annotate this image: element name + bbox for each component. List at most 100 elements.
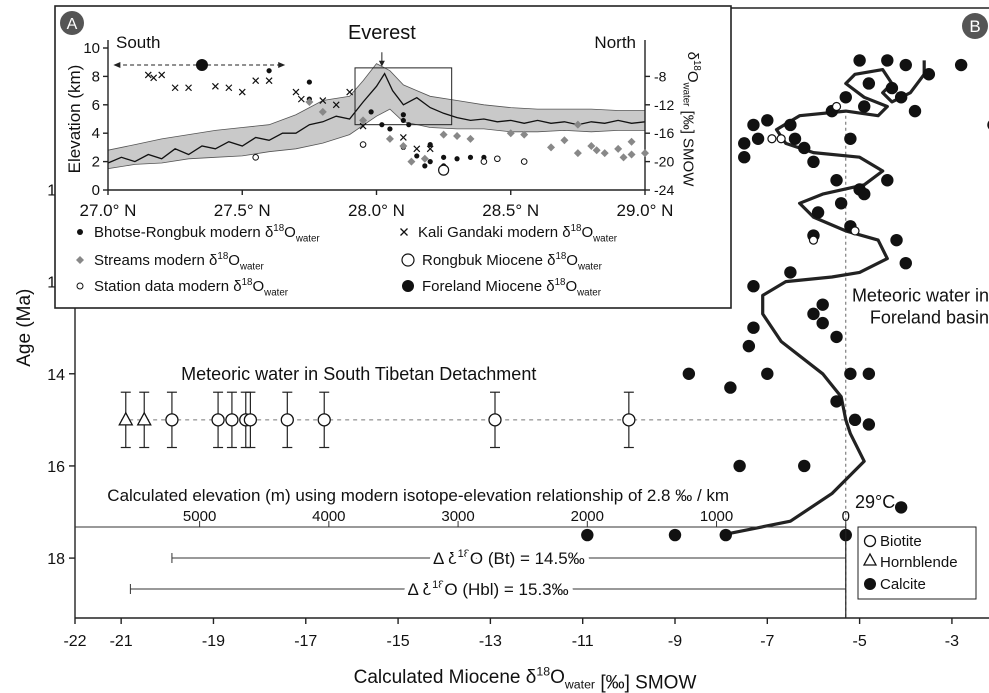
calcite-point [899,256,912,270]
calcite-point [839,91,852,104]
calcite-point [668,528,682,542]
calcite-point [922,68,936,81]
legend-box [857,526,977,600]
stream-point [573,149,582,158]
inset-x-tick-label: 27.5° N [214,201,271,220]
kali-gandaki-point [171,84,179,92]
stream-point [305,97,314,106]
station-point [359,141,367,148]
everest-box [354,67,453,126]
legend-biotite-label: Biotite [880,533,922,550]
calcite-point [881,54,894,67]
calcite-open-point [850,226,860,236]
x-tick-label: -13 [479,633,502,650]
calcite-point [894,91,908,104]
bhotse-point [427,141,433,148]
everest-arrowhead [378,60,385,67]
x-tick-label: -21 [110,633,133,650]
kali-gandaki-point [150,74,158,82]
calcite-point [581,528,594,542]
biotite-point [317,413,331,427]
calcite-point [890,233,903,247]
stream-point [407,157,416,166]
bhotse-point [427,159,433,165]
hornblende-point [136,411,152,426]
calcite-point [784,266,797,279]
x-tick-label: -9 [668,633,682,650]
calcite-point [798,459,811,473]
x-tick-label: -15 [387,633,410,650]
calcite-point [751,132,765,145]
calcite-point [724,381,737,394]
inset-y-axis-label: Elevation (km) [65,65,84,174]
calcite-point [747,118,760,132]
stream-point [547,143,556,152]
stream-point [466,134,475,143]
station-point [480,158,488,165]
calcite-open-point [831,101,842,112]
inset-x-tick-label: 28.0° N [348,201,405,220]
bhotse-point [400,117,406,124]
calcite-fit-curve [720,60,926,537]
inset-legend-label-3: Kali Gandaki modern δ18Owater [418,223,618,245]
station-point [520,158,528,165]
stream-point [641,149,649,158]
annotation-foreland-1: Meteoric water in [852,285,989,305]
bhotse-point [368,109,374,115]
kali-gandaki-point [238,88,246,96]
biotite-point [622,413,636,427]
x-tick-label: -17 [294,633,317,650]
everest-label: Everest [348,22,416,44]
bhotse-point [406,122,412,128]
calcite-point [682,367,696,380]
panel-b-label: B [969,17,980,36]
annotation-std: Meteoric water in South Tibetan Detachme… [181,364,536,384]
mean-elevation-line [107,72,646,164]
x-tick-label: -5 [852,633,866,650]
calcite-point [742,339,756,353]
bhotse-point [467,154,474,160]
calcite-point [848,413,862,427]
legend-biotite-symbol [863,534,877,548]
legend-calcite-label: Calcite [880,576,926,593]
inset-y-tick-label: 4 [92,125,100,142]
stream-point [600,149,609,158]
stream-point [439,130,448,139]
calcite-point [761,367,774,380]
elevation-tick-label: 1000 [700,508,733,525]
inset-chart-panel-a: Everest 0 2 4 6 8 10 -8 -12 -16 -20 -24 27.0° N 27.5°… [54,5,732,309]
panel-b-badge [962,13,988,39]
stream-point [506,129,515,138]
bhotse-point [400,112,406,118]
panel-a-label: A [67,16,78,33]
calcite-point [858,187,871,201]
calcite-point [830,395,843,408]
legend-bhotse-symbol [77,229,83,235]
kali-gandaki-point [225,84,233,92]
calcite-point [747,321,760,334]
legend-hornblende-symbol [862,552,878,566]
kali-gandaki-point [211,82,219,90]
stream-point [627,137,636,146]
x-axis-label: Calculated Miocene δ18Owater [‰] SMOW [354,664,697,693]
inset-y-tick-label: 2 [92,154,100,171]
kali-gandaki-point [346,88,354,96]
inset-legend-label-2: Station data modern δ18Owater [94,277,289,299]
biotite-point [225,413,239,427]
south-arrow-left [113,62,121,69]
delta-bt-label: Δ δ18O (Bt) = 14.5‰ [433,548,585,568]
inset-x-tick-label: 29.0° N [617,201,674,220]
inset-legend-label-4: Rongbuk Miocene δ18Owater [422,251,603,273]
biotite-point [488,413,502,427]
elevation-tick-label: 0 [842,508,850,525]
inset-x-tick-label: 27.0° N [80,201,137,220]
rongbuk-miocene-point [438,164,450,176]
y-tick-label: 14 [47,367,65,384]
calcite-point [807,307,820,321]
calcite-point [862,418,876,431]
stream-point [614,144,623,153]
bhotse-point [454,156,460,162]
calcite-open-point [808,235,819,245]
biotite-point [280,413,294,427]
calcite-point [908,104,922,118]
